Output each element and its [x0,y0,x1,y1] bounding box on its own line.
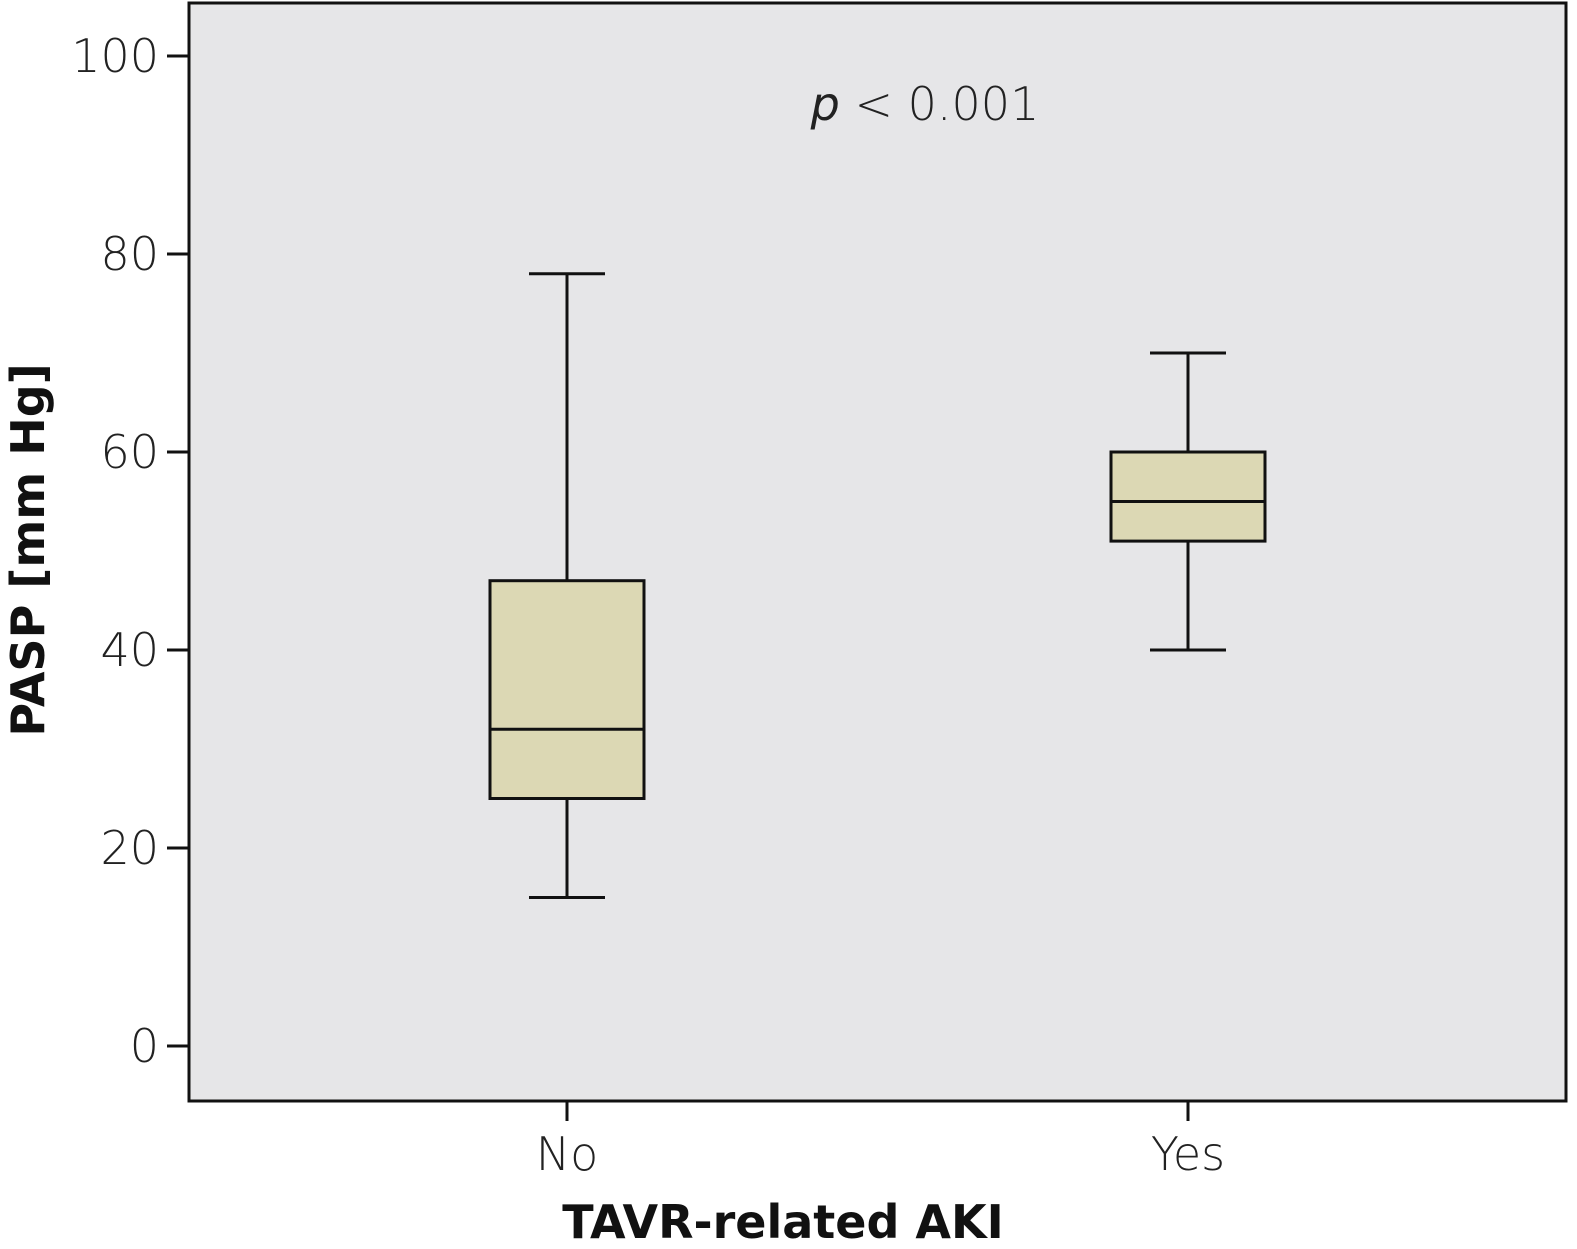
box-no [488,272,646,899]
x-tick-label-yes: Yes [1151,1127,1225,1181]
y-axis-title: PASP [mm Hg] [1,363,55,736]
x-tick-label-no: No [536,1127,599,1181]
iqr-box-no [488,579,646,801]
y-axis: 0 20 40 60 80 100 [71,29,189,1073]
y-tick-label-60: 60 [100,425,159,479]
p-value-text: < 0.001 [840,77,1039,131]
box-yes [1109,351,1267,652]
plot-area [187,1,1568,1103]
p-value-annotation: p < 0.001 [810,77,1040,131]
y-tick-label-80: 80 [100,227,159,281]
p-value-symbol: p [810,77,840,131]
boxes-group [488,272,1267,899]
y-tick-label-40: 40 [100,623,159,677]
y-tick-label-100: 100 [71,29,159,83]
y-tick-label-0: 0 [130,1019,159,1073]
iqr-box-yes [1109,450,1267,543]
x-axis-title: TAVR-related AKI [562,1195,1004,1249]
x-axis: No Yes [536,1101,1225,1181]
y-tick-label-20: 20 [100,821,159,875]
